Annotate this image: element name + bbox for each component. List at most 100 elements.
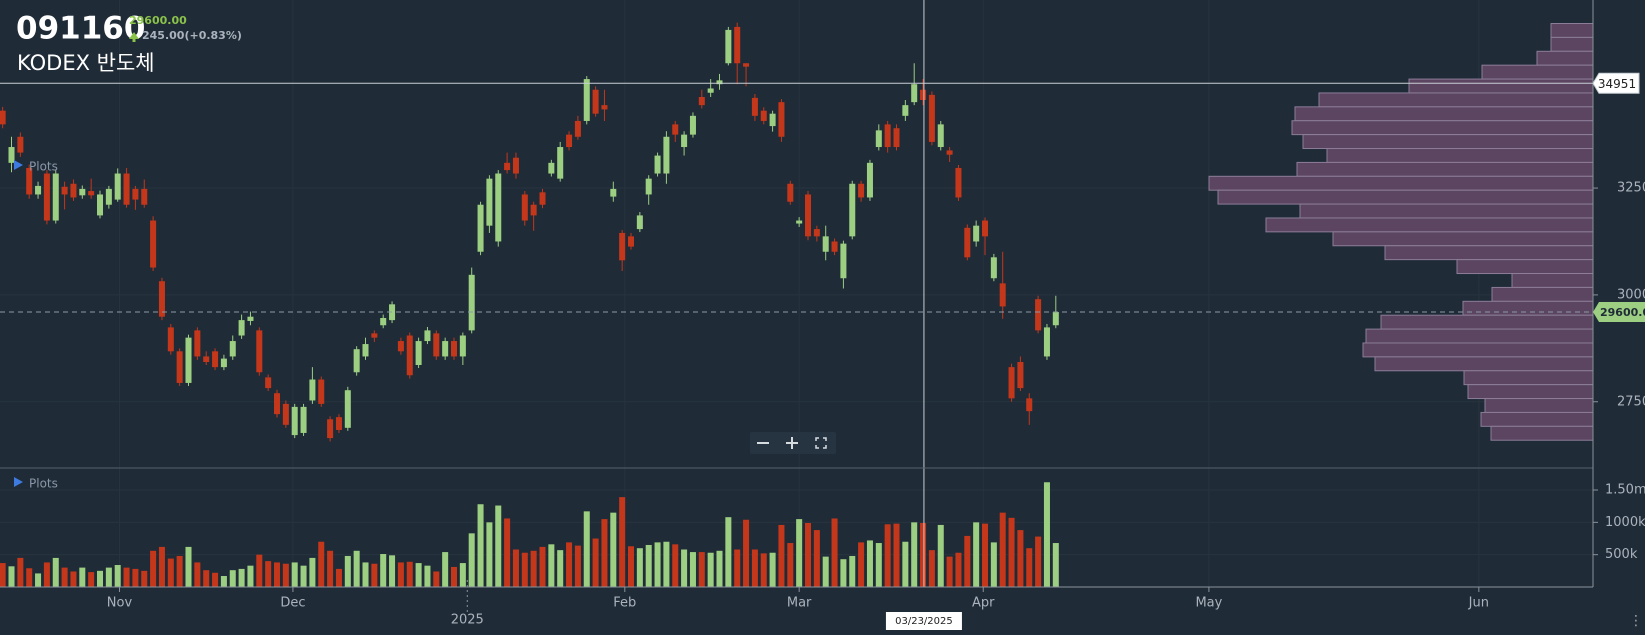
- candle-body: [194, 330, 201, 357]
- candle-body: [309, 379, 316, 401]
- fullscreen[interactable]: [815, 437, 827, 449]
- profile-bar: [1511, 273, 1594, 288]
- candle-body: [495, 173, 502, 242]
- candle-body: [601, 105, 608, 110]
- marks-layer: [0, 0, 1593, 587]
- volume-bar: [114, 565, 121, 587]
- profile-bar: [1484, 398, 1594, 413]
- x-tick-label: Dec: [280, 596, 305, 611]
- candle-body: [973, 225, 980, 242]
- candle-body: [88, 191, 95, 196]
- volume-bar: [769, 552, 776, 587]
- candle-body: [592, 89, 599, 114]
- profile-bar: [1456, 259, 1594, 275]
- profile-bar: [1408, 78, 1594, 94]
- candle-body: [548, 162, 555, 174]
- volume-bar: [43, 562, 50, 587]
- volume-bar: [238, 568, 245, 587]
- candle-body: [946, 150, 953, 155]
- volume-bar: [920, 522, 927, 587]
- candle-body: [566, 134, 573, 148]
- candle-body: [123, 173, 130, 205]
- profile-bar: [1299, 203, 1594, 219]
- volume-bar: [858, 542, 865, 587]
- candle-body: [840, 243, 847, 279]
- candle-body: [769, 113, 776, 127]
- volume-bar: [123, 567, 130, 587]
- volume-bar: [318, 541, 325, 587]
- volume-bar: [672, 544, 679, 587]
- candle-body: [778, 102, 785, 137]
- menu-icon[interactable]: ⋮: [1629, 613, 1643, 629]
- volume-bar: [645, 544, 652, 587]
- volume-tick-label: 1000k: [1605, 515, 1645, 530]
- volume-bar: [849, 555, 856, 587]
- profile-bar: [1374, 356, 1594, 372]
- candle-body: [158, 281, 165, 317]
- candle-body: [698, 97, 705, 106]
- volume-bar: [884, 524, 891, 587]
- volume-bar: [282, 563, 289, 587]
- candle-body: [389, 304, 396, 321]
- candle-body: [902, 105, 909, 116]
- plots-toggle[interactable]: [14, 477, 23, 487]
- volume-bar: [610, 512, 617, 587]
- candle-body: [238, 320, 245, 336]
- x-tick-label: Apr: [972, 596, 995, 611]
- candle-body: [716, 80, 723, 85]
- volume-bar: [212, 572, 219, 587]
- candle-body: [707, 88, 714, 93]
- candle-body: [760, 110, 767, 121]
- crosshair-price-label: 34951: [1598, 77, 1636, 91]
- x-tick-label: Nov: [107, 596, 133, 611]
- candle-body: [433, 333, 440, 357]
- volume-bar: [406, 561, 413, 587]
- candle-body: [636, 215, 643, 230]
- candle-body: [672, 124, 679, 135]
- profile-bar: [1365, 328, 1594, 344]
- candle-body: [813, 229, 820, 237]
- volume-bar: [353, 550, 360, 587]
- candle-body: [512, 157, 519, 174]
- volume-bar: [371, 563, 378, 587]
- volume-bar: [681, 549, 688, 587]
- candle-body: [557, 147, 564, 179]
- profile-bar: [1384, 245, 1594, 261]
- pane-label[interactable]: Plots: [29, 477, 58, 491]
- candle-body: [353, 349, 360, 373]
- candle-body: [654, 155, 661, 174]
- plots-toggle[interactable]: [14, 160, 23, 170]
- candle-body: [893, 128, 900, 148]
- volume-bar: [557, 550, 564, 587]
- volume-bar: [548, 544, 555, 587]
- candle-body: [751, 97, 758, 116]
- volume-bar: [88, 572, 95, 587]
- volume-bar: [787, 543, 794, 587]
- pane-label[interactable]: Plots: [29, 160, 58, 174]
- profile-bar: [1536, 50, 1594, 66]
- volume-bar: [70, 571, 77, 587]
- candle-body: [928, 94, 935, 142]
- candle-body: [734, 26, 741, 64]
- candle-body: [300, 406, 307, 433]
- volume-tick-label: 1.50m: [1605, 483, 1645, 498]
- volume-bar: [132, 568, 139, 587]
- profile-bar: [1481, 64, 1594, 80]
- candle-body: [1008, 367, 1015, 399]
- volume-bar: [840, 559, 847, 587]
- volume-bar: [380, 554, 387, 587]
- crosshair-date-tag: [885, 612, 962, 630]
- year-tick-label: 2025: [451, 613, 484, 628]
- x-tick-label: Feb: [613, 596, 636, 611]
- profile-layer: [1208, 23, 1594, 441]
- profile-bar: [1326, 148, 1594, 163]
- candle-body: [415, 341, 422, 365]
- volume-bar: [902, 541, 909, 587]
- candle-body: [114, 173, 121, 200]
- volume-bar: [822, 556, 829, 587]
- candle-body: [273, 393, 281, 415]
- candle-body: [964, 227, 971, 258]
- volume-bar: [1043, 482, 1050, 587]
- volume-bar: [79, 567, 86, 587]
